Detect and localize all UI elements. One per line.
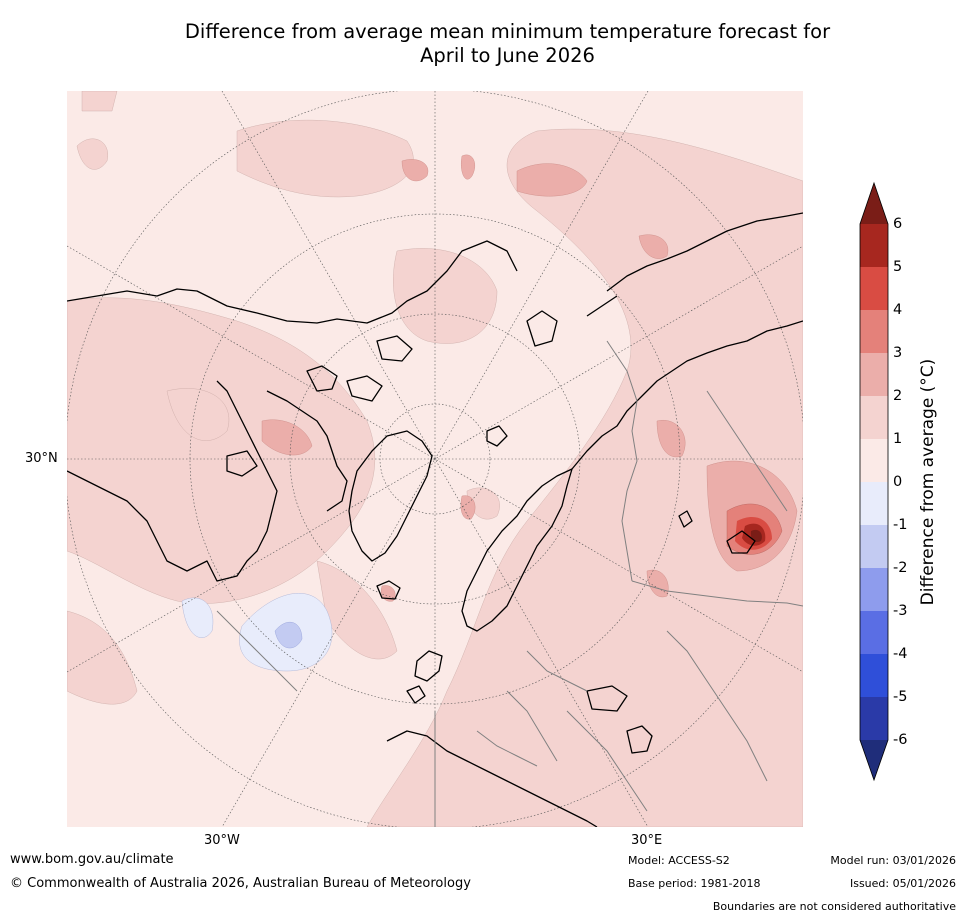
lat-label-30n: 30°N (25, 451, 58, 466)
anomaly-1-2-regions (67, 91, 803, 827)
colorbar-tick-label: -2 (893, 560, 908, 576)
colorbar-tick-label: -6 (893, 732, 908, 748)
lon-label-30e: 30°E (631, 833, 663, 848)
footer-website: www.bom.gov.au/climate (10, 852, 174, 867)
colorbar-tick-label: 2 (893, 388, 903, 404)
colorbar-bin (860, 697, 888, 740)
lon-label-30w: 30°W (204, 833, 240, 848)
anomaly-minus-1-2-regions (274, 621, 303, 649)
colorbar-tick-label: -3 (893, 603, 908, 619)
colorbar-tick-label: -1 (893, 517, 908, 533)
footer-copyright: © Commonwealth of Australia 2026, Austra… (10, 876, 471, 891)
colorbar-tick-label: 6 (893, 216, 903, 232)
colorbar (859, 181, 889, 782)
colorbar-bin (860, 439, 888, 482)
colorbar-bin (860, 482, 888, 525)
colorbar-bin (860, 611, 888, 654)
coastlines (67, 212, 803, 827)
colorbar-outline (859, 181, 889, 782)
colorbar-bin (860, 267, 888, 310)
colorbar-bin (860, 568, 888, 611)
footer-model: Model: ACCESS-S2 (628, 854, 730, 867)
footer-base-period: Base period: 1981-2018 (628, 877, 761, 890)
colorbar-bin (860, 310, 888, 353)
colorbar-tick-label: -4 (893, 646, 908, 662)
country-borders (216, 340, 803, 827)
title-line-1: Difference from average mean minimum tem… (184, 20, 831, 43)
colorbar-bin (860, 396, 888, 439)
colorbar-tick-label: 5 (893, 259, 903, 275)
footer-issued: Issued: 05/01/2026 (849, 877, 956, 890)
colorbar-tick-label: 1 (893, 431, 903, 447)
footer-model-run: Model run: 03/01/2026 (830, 854, 956, 867)
anomaly-above-6-regions (750, 529, 762, 542)
forecast-map (67, 91, 803, 827)
colorbar-bin (860, 353, 888, 396)
title-line-2: April to June 2026 (420, 44, 595, 67)
colorbar-label: Difference from average (°C) (918, 358, 938, 606)
colorbar-tick-label: 0 (893, 474, 903, 490)
colorbar-extend-top (860, 183, 888, 224)
colorbar-bin (860, 654, 888, 697)
footer-disclaimer: Boundaries are not considered authoritat… (712, 900, 956, 913)
chart-title: Difference from average mean minimum tem… (0, 20, 965, 68)
colorbar-tick-label: 4 (893, 302, 903, 318)
colorbar-extend-bottom (860, 740, 888, 780)
colorbar-tick-label: -5 (893, 689, 908, 705)
colorbar-tick-label: 3 (893, 345, 903, 361)
colorbar-bin (860, 224, 888, 267)
colorbar-bin (860, 525, 888, 568)
